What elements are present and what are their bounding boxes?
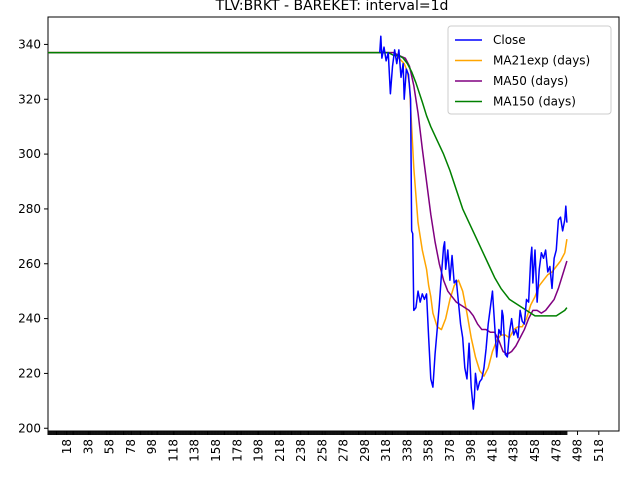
y-axis: 200 220 240 260 280 300 320 340 <box>18 37 48 435</box>
x-tick-label: 18 <box>60 439 74 454</box>
x-tick-label: 458 <box>528 439 542 462</box>
legend-label: Close <box>493 33 526 47</box>
series-line-ma50 <box>48 51 568 355</box>
legend: Close MA21exp (days) MA50 (days) MA150 (day… <box>447 25 612 115</box>
x-tick-label: 478 <box>549 439 563 462</box>
x-minor-ticks <box>47 431 568 435</box>
legend-label: MA150 (days) <box>493 95 576 109</box>
series-line-close <box>379 35 568 410</box>
x-tick-label: 358 <box>422 439 436 462</box>
x-tick-label: 178 <box>230 439 244 462</box>
x-tick-label: 78 <box>124 439 138 454</box>
y-tick-label: 220 <box>18 366 41 380</box>
x-tick-label: 118 <box>166 439 180 462</box>
y-tick-label: 280 <box>18 202 41 216</box>
series-line-ma150 <box>48 51 568 317</box>
x-tick-label: 318 <box>379 439 393 462</box>
legend-label: MA50 (days) <box>493 74 568 88</box>
y-tick-label: 340 <box>18 37 41 51</box>
y-tick-label: 200 <box>18 421 41 435</box>
x-tick-label: 298 <box>358 439 372 462</box>
series-layer <box>48 35 568 410</box>
x-tick-label: 518 <box>592 439 606 462</box>
x-tick-label: 398 <box>464 439 478 462</box>
x-tick-label: 238 <box>294 439 308 462</box>
plot-frame <box>47 16 620 432</box>
y-tick-label: 320 <box>18 92 41 106</box>
legend-box <box>447 25 612 115</box>
x-tick-label: 278 <box>337 439 351 462</box>
x-tick-label: 38 <box>81 439 95 454</box>
x-tick-label: 58 <box>103 439 117 454</box>
y-tick-label: 260 <box>18 257 41 271</box>
x-tick-label: 378 <box>443 439 457 462</box>
x-tick-label: 98 <box>145 439 159 454</box>
y-tick-label: 240 <box>18 312 41 326</box>
x-tick-label: 138 <box>188 439 202 462</box>
x-tick-label: 258 <box>315 439 329 462</box>
x-tick-label: 498 <box>571 439 585 462</box>
legend-label: MA21exp (days) <box>493 54 590 68</box>
y-tick-label: 300 <box>18 147 41 161</box>
x-tick-label: 418 <box>485 439 499 462</box>
x-tick-label: 158 <box>209 439 223 462</box>
chart-title: TLV:BRKT - BAREKET: interval=1d <box>215 0 449 14</box>
x-axis: 18 38 58 78 98 118 138 158 178 198 218 238 258 278 298… <box>47 431 606 462</box>
x-tick-label: 198 <box>252 439 266 462</box>
x-tick-label: 338 <box>400 439 414 462</box>
x-tick-label: 438 <box>507 439 521 462</box>
x-tick-label: 218 <box>273 439 287 462</box>
